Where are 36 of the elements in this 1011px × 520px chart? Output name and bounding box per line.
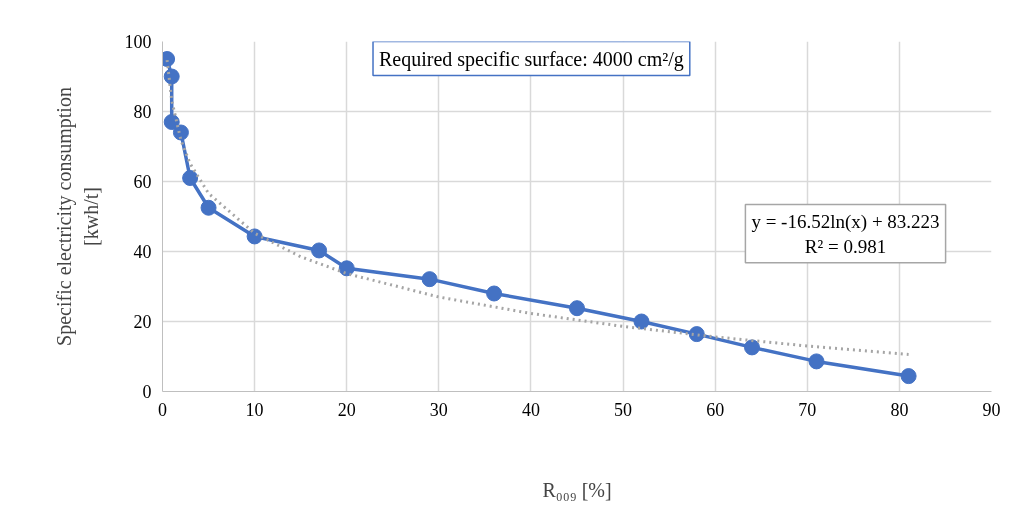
x-tick-label: 70 [798, 399, 817, 420]
point [163, 114, 180, 130]
y-tick-label: 20 [133, 312, 152, 332]
point [569, 300, 585, 317]
y-tick-label: 0 [142, 382, 152, 402]
point [182, 170, 199, 186]
x-tick-label: 50 [614, 399, 633, 420]
x-axis-title: R₀₀₉ [%] [542, 478, 612, 501]
x-tick-label: 90 [982, 399, 1001, 420]
y-tick-label: 80 [133, 102, 152, 122]
point [338, 260, 355, 277]
point [900, 368, 917, 385]
x-tick-label: 30 [429, 399, 448, 420]
y-tick-label: 100 [124, 32, 152, 52]
x-tick-label: 40 [521, 399, 540, 420]
x-tick-label: 80 [890, 399, 909, 420]
point [311, 242, 328, 259]
point [633, 313, 650, 330]
point [486, 285, 503, 302]
point [421, 271, 438, 288]
point [200, 199, 217, 216]
x-tick-label: 0 [158, 399, 167, 420]
x-tick-label: 20 [337, 399, 356, 420]
point [172, 124, 189, 141]
annotation: y = -16.52ln(x) + 83.223 R² = 0.981 [751, 210, 940, 257]
y-tick-label: 40 [133, 242, 152, 262]
y-tick-label: 60 [133, 172, 152, 192]
x-tick-label: 10 [245, 399, 264, 420]
point [163, 68, 180, 85]
point [808, 353, 825, 370]
point [688, 326, 705, 343]
x-tick-label: 60 [706, 399, 725, 420]
point [744, 339, 761, 356]
y-axis-title: Specific electricity consumption [kwh/t] [53, 87, 102, 346]
chart-title: Required specific surface: 4000 cm²/g [379, 47, 684, 71]
point [246, 228, 263, 245]
